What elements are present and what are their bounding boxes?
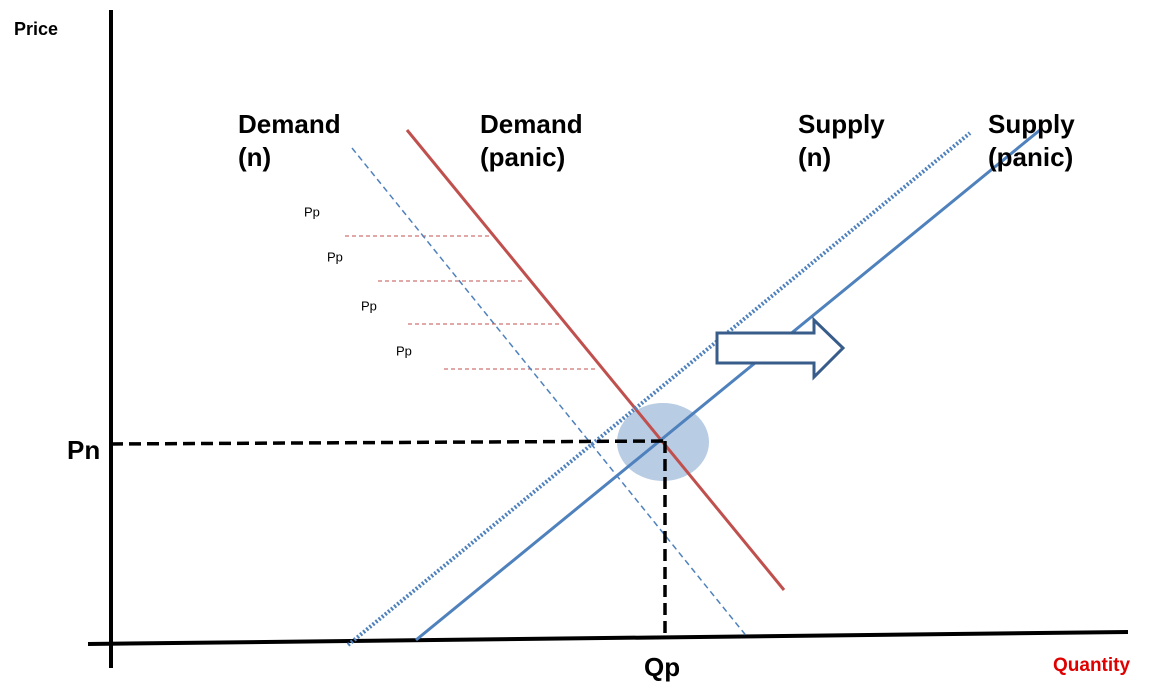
- curve-label: Supply: [988, 109, 1075, 139]
- pp-label: Pp: [327, 249, 343, 264]
- shift-arrow: [715, 316, 846, 381]
- qp-label: Qp: [644, 652, 680, 682]
- demand-normal: [351, 147, 749, 639]
- x-axis-label: Quantity: [1053, 655, 1130, 676]
- price-guides: [345, 235, 596, 370]
- pp-label: Pp: [361, 298, 377, 313]
- curve-label: (panic): [988, 142, 1073, 172]
- pp-label: Pp: [396, 343, 412, 358]
- pp-label: Pp: [304, 204, 320, 219]
- curve-label: Demand: [238, 109, 341, 139]
- curve-label: (n): [238, 142, 271, 172]
- curve-label: (n): [798, 142, 831, 172]
- supply-panic: [415, 128, 1041, 642]
- x-axis: [87, 630, 1129, 646]
- supply-normal: [346, 131, 972, 647]
- pn-label: Pn: [67, 435, 100, 465]
- demand-panic: [405, 129, 786, 591]
- pn-guide: [110, 439, 666, 446]
- curve-label: Supply: [798, 109, 885, 139]
- y-axis-label: Price: [14, 19, 58, 39]
- curve-label: (panic): [480, 142, 565, 172]
- curve-label: Demand: [480, 109, 583, 139]
